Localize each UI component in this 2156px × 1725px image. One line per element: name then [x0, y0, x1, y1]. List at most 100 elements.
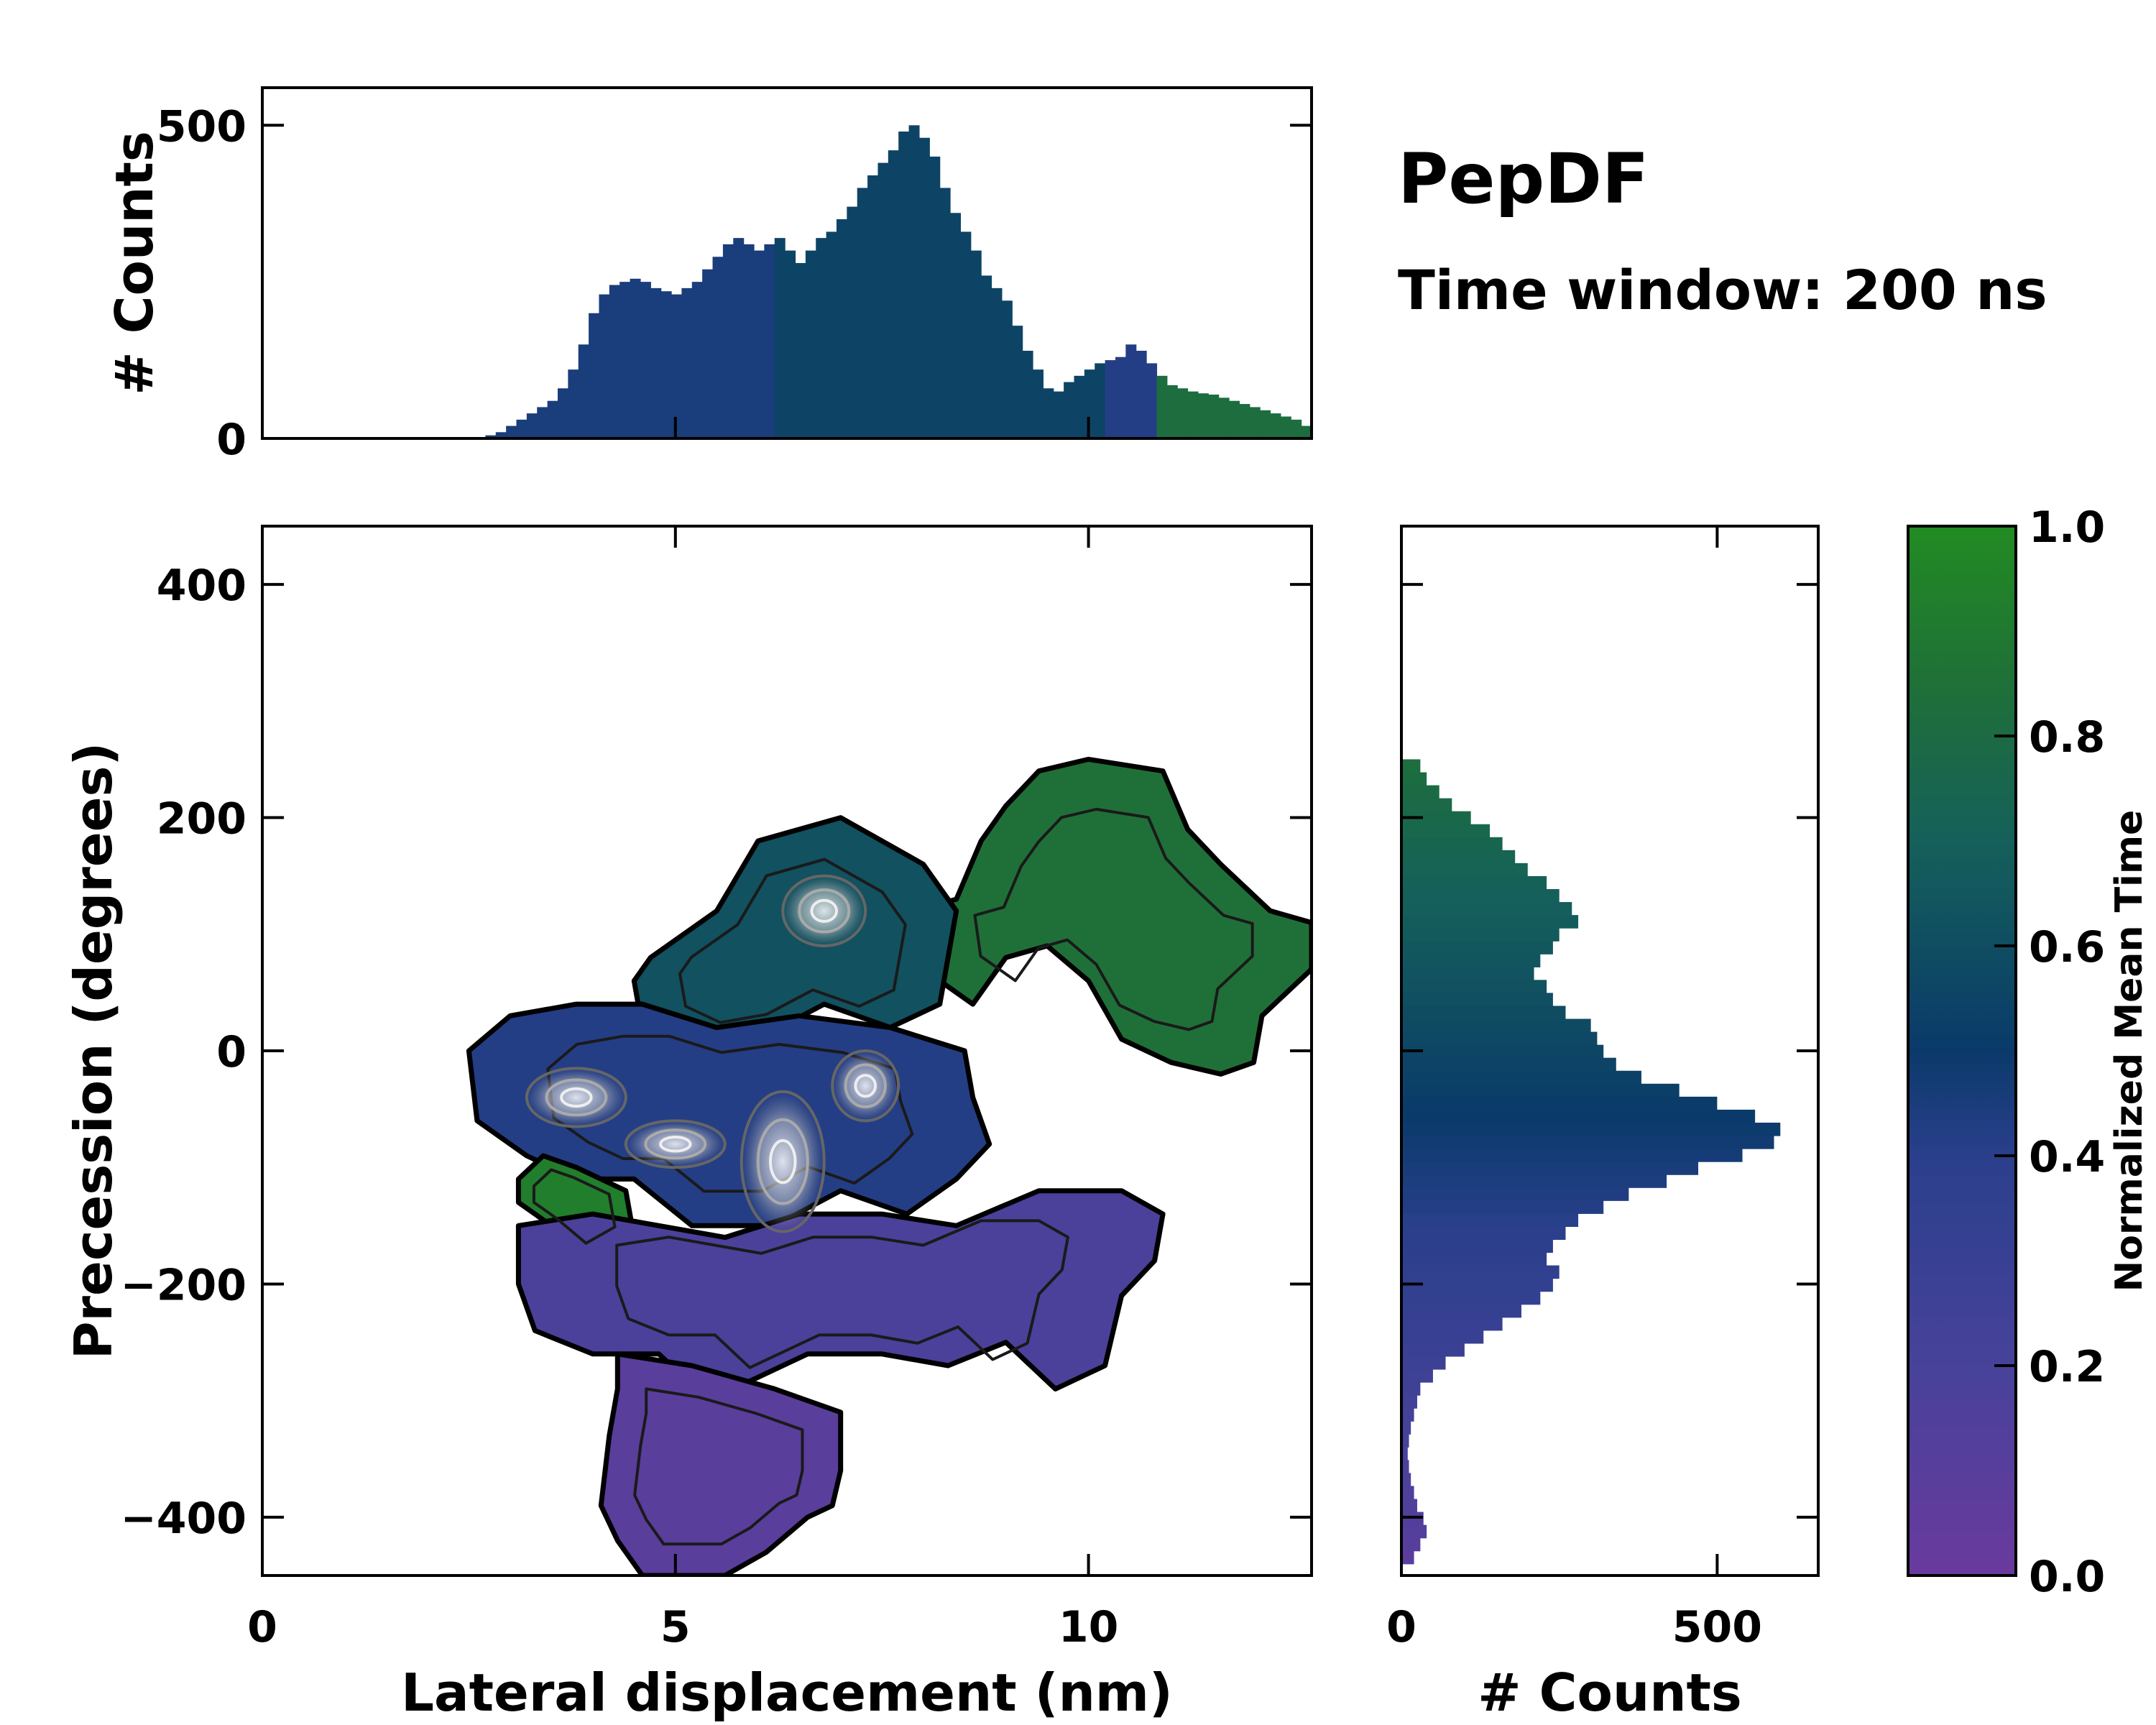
top-hist-bar [650, 288, 662, 438]
blue-region-contour [546, 1034, 914, 1193]
top-hist-bar [1125, 344, 1137, 438]
top-hist-bar [857, 188, 868, 438]
top-ytick-label: 0 [216, 415, 247, 465]
top-hist-bar [1095, 363, 1106, 438]
colorbar-tick-label: 0.8 [2029, 712, 2105, 763]
top-hist-bar [722, 244, 734, 438]
right-hist-bar [1401, 1278, 1553, 1292]
top-hist-bar [578, 344, 589, 438]
top-hist-bar [1166, 385, 1178, 438]
right-xtick-label: 0 [1386, 1602, 1416, 1652]
density-peak-contour-outer-4 [831, 1049, 900, 1123]
main-map-ticks: 0 5 10 −400 −200 0 200 400 [120, 526, 1312, 1652]
main-map: 0 5 10 −400 −200 0 200 400 Lateral displacement… [63, 525, 1313, 1723]
top-hist-bar [526, 413, 538, 438]
colorbar-tick-label: 1.0 [2029, 502, 2105, 553]
top-hist-bar [568, 369, 579, 438]
density-peak-contour-mid-3 [798, 888, 851, 934]
top-hist-bar [1197, 393, 1209, 438]
main-ytick-label: 200 [157, 794, 247, 845]
right-hist-bar [1401, 772, 1427, 786]
top-hist-bar [640, 282, 651, 438]
top-hist-bars [485, 125, 1312, 439]
right-hist-bar [1401, 1018, 1591, 1033]
top-hist-bar [816, 238, 827, 438]
right-hist-bar [1401, 928, 1560, 942]
top-hist-bar [1218, 397, 1230, 438]
density-peak-contour-outer-1 [624, 1119, 727, 1169]
main-map-density-peaks [525, 874, 900, 1233]
top-hist-bar [1229, 400, 1240, 438]
right-hist-bar [1401, 1226, 1566, 1241]
right-hist-bar [1401, 967, 1534, 980]
top-hist-bar [609, 285, 620, 438]
main-ytick-label: 0 [216, 1027, 247, 1077]
right-hist-bar [1401, 1109, 1756, 1123]
density-peak-contour-inner-2 [769, 1138, 797, 1184]
density-peak-0 [526, 1068, 626, 1127]
top-hist-bar [630, 278, 641, 438]
top-hist-bar [1115, 356, 1126, 438]
colorbar-tick-label: 0.0 [2029, 1552, 2105, 1602]
right-hist-bar [1401, 1537, 1421, 1552]
colorbar-ticks: 0.0 0.2 0.4 0.6 0.8 1.0 [1994, 502, 2105, 1602]
top-hist-bar [805, 250, 816, 438]
top-hist-bar [537, 407, 548, 438]
top-hist-ylabel: # Counts [104, 131, 165, 395]
top-hist-bar [681, 288, 693, 438]
right-hist-bar [1401, 1473, 1411, 1487]
right-hist-ticks: 0 500 [1386, 526, 1818, 1652]
density-peak-1 [625, 1121, 725, 1168]
right-hist-bar [1401, 1291, 1541, 1305]
density-peak-contour-inner-4 [854, 1074, 877, 1098]
main-xlabel: Lateral displacement (nm) [401, 1662, 1173, 1723]
density-peak-contour-mid-1 [644, 1128, 707, 1160]
top-hist-bar [939, 188, 951, 438]
right-hist-bar [1401, 785, 1439, 799]
top-hist-bar [867, 175, 879, 438]
colorbar-label: Normalized Mean Time [2108, 810, 2151, 1292]
top-hist-bar [764, 244, 775, 438]
top-hist-bar [877, 162, 889, 439]
top-hist-bar [918, 137, 930, 438]
right-hist-bar [1401, 1239, 1553, 1254]
right-hist-bar [1401, 888, 1560, 903]
right-hist-bar [1401, 1006, 1566, 1020]
density-peak-contour-mid-0 [545, 1078, 608, 1117]
main-xtick-label: 5 [660, 1602, 691, 1652]
main-ytick-label: −200 [120, 1260, 247, 1310]
colorbar-tick-label: 0.4 [2029, 1132, 2105, 1182]
right-hist-bar [1401, 811, 1471, 825]
top-hist-bar [1033, 369, 1044, 438]
top-histogram: 0 500 # Counts [104, 86, 1313, 465]
top-hist-bar [1187, 391, 1199, 438]
main-map-frame [261, 525, 1313, 1577]
top-hist-bar [619, 282, 631, 438]
top-hist-bar [960, 231, 972, 438]
right-hist-bar [1401, 1499, 1417, 1513]
right-hist-bar [1401, 1162, 1699, 1175]
right-hist-bar [1401, 798, 1452, 812]
top-hist-bar [516, 419, 528, 438]
right-hist-bar [1401, 1408, 1414, 1422]
right-hist-bar [1401, 1187, 1629, 1201]
right-hist-bar [1401, 1083, 1680, 1098]
top-hist-bar [981, 275, 992, 438]
top-hist-bar [660, 291, 672, 438]
top-hist-bar [774, 238, 786, 438]
right-hist-bar [1401, 1317, 1503, 1331]
right-hist-bar [1401, 1486, 1414, 1500]
density-peak-contour-inner-1 [659, 1136, 692, 1153]
top-hist-bar [1177, 388, 1189, 438]
top-hist-bar [1301, 426, 1312, 438]
main-ylabel: Precession (degrees) [63, 742, 124, 1360]
density-peak-contour-inner-3 [810, 898, 838, 923]
right-hist-frame [1400, 525, 1820, 1577]
right-hist-bar [1401, 850, 1516, 864]
top-hist-bar [1208, 395, 1220, 438]
right-hist-bar [1401, 1057, 1616, 1072]
top-hist-bar [847, 206, 858, 438]
top-hist-bar [485, 435, 497, 438]
colorbar-tick-label: 0.6 [2029, 922, 2105, 972]
right-hist-bar [1401, 759, 1421, 773]
